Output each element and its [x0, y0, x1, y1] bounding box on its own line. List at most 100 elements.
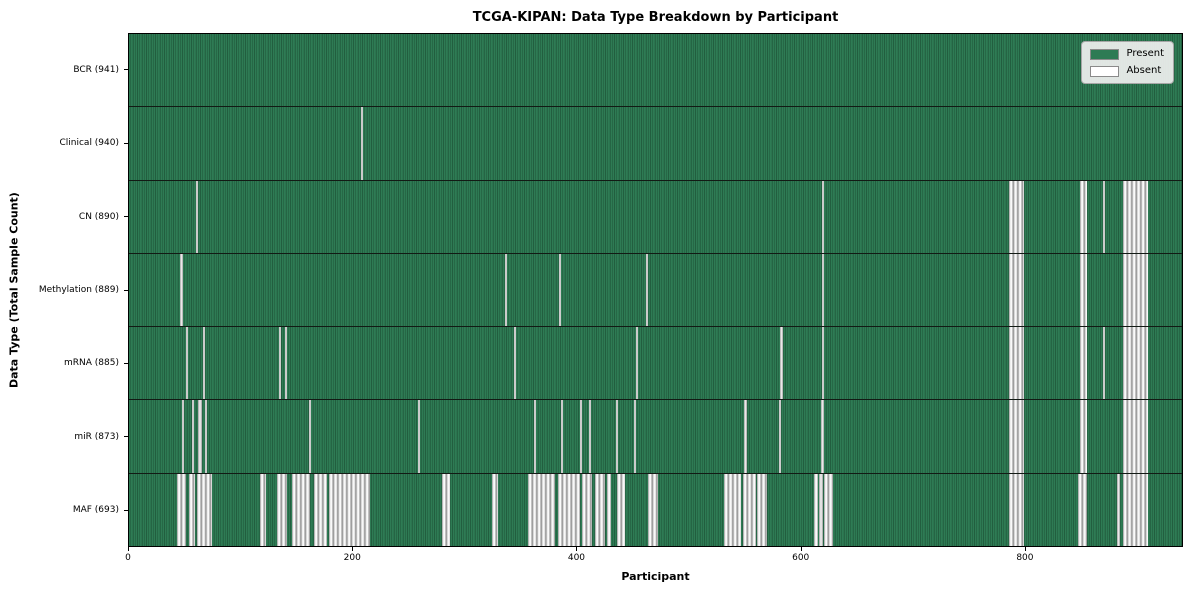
absent-stripe: [780, 327, 783, 400]
absent-stripe: [177, 473, 187, 546]
absent-stripe: [582, 473, 593, 546]
heatmap-row: [129, 253, 1182, 328]
absent-stripe: [504, 253, 508, 327]
absent-stripe: [292, 473, 311, 546]
absent-stripe: [259, 473, 266, 546]
legend-label: Present: [1126, 48, 1164, 59]
absent-stripe: [1080, 180, 1087, 253]
x-tick: [1024, 547, 1026, 551]
absent-stripe: [180, 253, 183, 327]
absent-stripe: [648, 473, 659, 546]
absent-stripe: [1122, 400, 1149, 473]
absent-stripe: [743, 473, 756, 546]
absent-stripe: [724, 473, 742, 546]
absent-stripe: [1102, 327, 1105, 400]
absent-stripe: [202, 327, 206, 400]
absent-stripe: [813, 473, 819, 546]
absent-stripe: [284, 327, 287, 400]
absent-stripe: [1080, 400, 1087, 473]
absent-stripe: [491, 473, 499, 546]
absent-stripe: [205, 400, 208, 473]
absent-stripe: [744, 400, 747, 473]
absent-stripe: [1008, 327, 1025, 400]
absent-stripe: [417, 400, 420, 473]
y-tick-label: mRNA (885): [64, 358, 119, 369]
plot-area: Present Absent: [128, 33, 1183, 547]
chart-title: TCGA-KIPAN: Data Type Breakdown by Parti…: [472, 10, 839, 25]
absent-stripe: [820, 400, 824, 473]
heatmap-row: [129, 473, 1182, 546]
absent-stripe: [821, 180, 824, 253]
legend-swatch: [1090, 48, 1120, 60]
absent-stripe: [197, 473, 212, 546]
absent-stripe: [615, 400, 618, 473]
absent-stripe: [635, 327, 639, 400]
absent-stripe: [1122, 253, 1149, 327]
absent-stripe: [756, 473, 767, 546]
heatmap-row: [129, 400, 1182, 474]
absent-stripe: [606, 473, 612, 546]
x-tick-label: 800: [1016, 553, 1034, 563]
heatmap-row: [129, 327, 1182, 401]
y-tick-label: Clinical (940): [59, 138, 119, 149]
y-tick-label: miR (873): [74, 431, 119, 442]
absent-stripe: [276, 473, 287, 546]
absent-stripe: [181, 400, 184, 473]
absent-stripe: [313, 473, 328, 546]
absent-stripe: [442, 473, 451, 546]
y-tick-label: MAF (693): [72, 505, 119, 516]
absent-stripe: [823, 473, 833, 546]
absent-stripe: [821, 253, 824, 327]
absent-stripe: [528, 473, 556, 546]
absent-stripe: [1102, 180, 1105, 253]
absent-stripe: [779, 400, 782, 473]
absent-stripe: [1008, 180, 1025, 253]
legend-item: Present: [1090, 48, 1164, 60]
absent-stripe: [196, 180, 199, 253]
absent-stripe: [1122, 180, 1149, 253]
y-tick-label: Methylation (889): [38, 285, 119, 295]
absent-stripe: [360, 107, 363, 180]
absent-stripe: [534, 400, 537, 473]
absent-stripe: [513, 327, 517, 400]
y-tick-label: BCR (941): [73, 64, 119, 75]
absent-stripe: [558, 253, 561, 327]
absent-stripe: [616, 473, 625, 546]
absent-stripe: [198, 400, 202, 473]
absent-stripe: [186, 327, 189, 400]
x-tick-label: 200: [343, 553, 361, 563]
legend: Present Absent: [1081, 41, 1174, 84]
absent-stripe: [278, 327, 282, 400]
legend-item: Absent: [1090, 65, 1164, 77]
absent-stripe: [819, 473, 823, 546]
absent-stripe: [560, 400, 564, 473]
heatmap-row: [129, 34, 1182, 108]
y-tick: [124, 216, 128, 218]
x-tick: [800, 547, 802, 551]
x-tick: [576, 547, 578, 551]
absent-stripe: [1008, 473, 1025, 546]
absent-stripe: [1122, 473, 1149, 546]
x-tick: [128, 547, 129, 551]
x-tick-label: 400: [567, 553, 586, 563]
absent-stripe: [1008, 400, 1025, 473]
absent-stripe: [1117, 473, 1121, 546]
absent-stripe: [1080, 253, 1087, 327]
x-tick-label: 600: [792, 553, 810, 563]
absent-stripe: [645, 253, 649, 327]
absent-stripe: [1077, 473, 1087, 546]
x-tick-label: 0: [125, 553, 131, 563]
absent-stripe: [821, 327, 824, 400]
x-axis-title: Participant: [621, 570, 690, 583]
absent-stripe: [557, 473, 580, 546]
absent-stripe: [189, 473, 196, 546]
absent-stripe: [588, 400, 592, 473]
absent-stripe: [1122, 327, 1149, 400]
y-tick: [124, 289, 128, 291]
y-tick: [124, 142, 128, 144]
y-tick: [124, 509, 128, 511]
y-tick: [124, 69, 128, 71]
y-tick: [124, 362, 128, 364]
heatmap-row: [129, 180, 1182, 254]
